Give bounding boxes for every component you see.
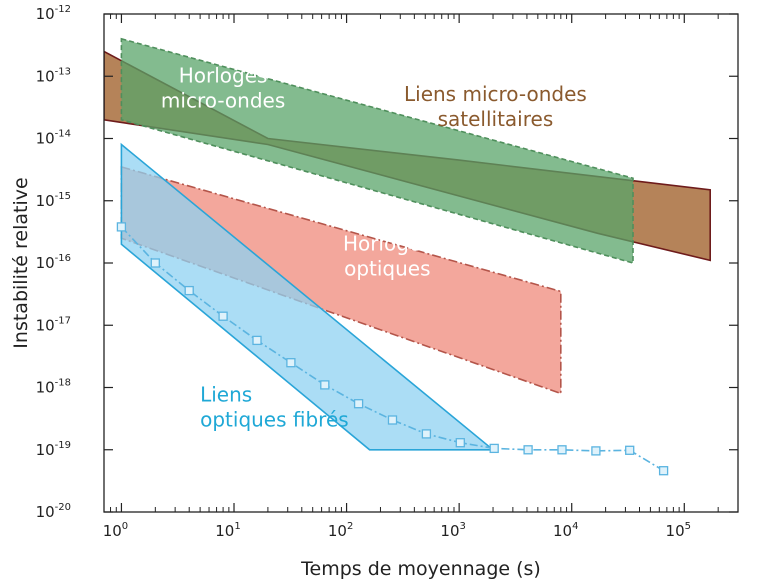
- x-tick-label: 105: [666, 521, 691, 540]
- region-labels: Liens micro-ondes satellitaires Horloges mi…: [161, 63, 587, 431]
- series-point: [489, 443, 499, 454]
- x-tick-label: 102: [328, 521, 353, 540]
- series-point: [150, 258, 160, 268]
- x-axis-title: Temps de moyennage (s): [300, 558, 541, 580]
- series-point: [591, 446, 601, 456]
- x-tick-label: 103: [440, 521, 465, 540]
- series-point: [523, 445, 533, 455]
- y-tick-label: 10-12: [36, 4, 71, 23]
- region-band-3: [120, 142, 496, 451]
- region-label-3: Liens optiques fibrés: [200, 382, 349, 431]
- series-line-0: [120, 226, 665, 472]
- y-axis-title: Instabilité relative: [10, 177, 32, 348]
- region-band-2: [120, 165, 562, 395]
- y-tick-label: 10-17: [36, 315, 71, 334]
- x-tick-label: 100: [103, 521, 128, 540]
- series-point: [218, 311, 228, 321]
- regions-layer: [104, 37, 712, 451]
- series-point: [184, 285, 194, 296]
- y-tick-label: 10-16: [36, 253, 71, 272]
- y-tick-label: 10-20: [36, 502, 71, 521]
- x-tick-label: 101: [215, 521, 240, 540]
- y-tick-label: 10-13: [36, 66, 71, 85]
- series-point: [320, 380, 330, 390]
- series-point: [252, 335, 262, 346]
- series-point: [557, 445, 567, 455]
- y-tick-label: 10-15: [36, 191, 71, 210]
- y-tick-label: 10-18: [36, 378, 71, 397]
- region-label-0: Liens micro-ondes satellitaires: [404, 82, 587, 131]
- y-tick-label: 10-19: [36, 440, 71, 459]
- region-band-1: [120, 37, 634, 265]
- series-point: [455, 438, 465, 448]
- region-label-2: Horloges optiques: [343, 231, 432, 280]
- x-tick-label: 104: [553, 521, 578, 540]
- axis-ticks: 100 101 102 103 104 105 10-12 10-13 10-14 10-15 10…: [36, 4, 739, 540]
- series-point: [658, 466, 669, 476]
- series-point: [625, 445, 635, 455]
- series-point: [286, 358, 296, 368]
- series-point: [421, 429, 432, 439]
- series-point: [353, 399, 364, 409]
- series-point: [116, 222, 127, 232]
- series-point: [387, 415, 398, 425]
- region-label-1: Horloges micro-ondes: [161, 63, 285, 112]
- series-layer: [116, 222, 669, 476]
- y-tick-label: 10-14: [36, 129, 71, 148]
